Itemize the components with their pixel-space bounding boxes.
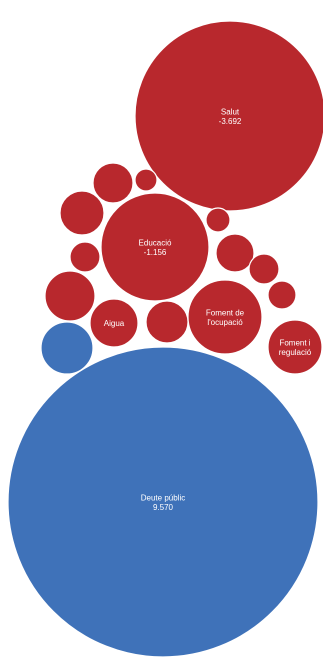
bubble-value-label: l'ocupació (207, 318, 243, 327)
bubble-unlabeled (69, 241, 101, 273)
bubble-value-label: -3.692 (219, 117, 242, 126)
bubble-deute-p-blic (7, 346, 319, 658)
bubble-educaci (100, 192, 210, 302)
bubble-salut (134, 20, 323, 212)
bubble-foment-i (267, 319, 323, 375)
bubble-label: Aigua (104, 319, 125, 328)
bubble-label: Salut (221, 107, 240, 116)
bubble-label: Deute públic (141, 493, 185, 502)
bubble-label: Educació (139, 238, 172, 247)
bubble-unlabeled (267, 280, 297, 310)
bubble-unlabeled (145, 300, 189, 344)
bubble-unlabeled (40, 321, 94, 375)
bubble-unlabeled (134, 168, 158, 192)
bubble-value-label: regulació (279, 348, 312, 357)
bubble-value-label: 9.570 (153, 503, 174, 512)
bubble-unlabeled (215, 233, 255, 273)
bubble-aigua (89, 298, 139, 348)
bubble-label: Foment i (279, 338, 310, 347)
bubble-label: Foment de (206, 308, 245, 317)
bubble-unlabeled (205, 207, 231, 233)
bubble-unlabeled (59, 190, 105, 236)
bubble-unlabeled (44, 270, 96, 322)
bubble-unlabeled (248, 253, 280, 285)
bubble-value-label: -1.156 (144, 248, 167, 257)
bubble-unlabeled (92, 162, 134, 204)
